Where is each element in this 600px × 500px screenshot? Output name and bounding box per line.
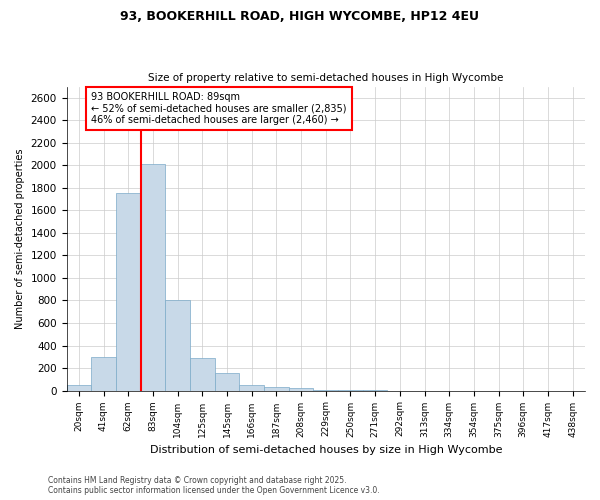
Bar	[190, 358, 215, 390]
Text: Contains HM Land Registry data © Crown copyright and database right 2025.
Contai: Contains HM Land Registry data © Crown c…	[48, 476, 380, 495]
Y-axis label: Number of semi-detached properties: Number of semi-detached properties	[15, 148, 25, 329]
Bar	[165, 300, 190, 390]
Bar	[264, 386, 289, 390]
Bar	[215, 373, 239, 390]
Bar	[116, 193, 140, 390]
Bar	[91, 357, 116, 390]
Bar	[140, 164, 165, 390]
Bar	[289, 388, 313, 390]
X-axis label: Distribution of semi-detached houses by size in High Wycombe: Distribution of semi-detached houses by …	[149, 445, 502, 455]
Bar	[239, 385, 264, 390]
Text: 93, BOOKERHILL ROAD, HIGH WYCOMBE, HP12 4EU: 93, BOOKERHILL ROAD, HIGH WYCOMBE, HP12 …	[121, 10, 479, 23]
Bar	[67, 384, 91, 390]
Text: 93 BOOKERHILL ROAD: 89sqm
← 52% of semi-detached houses are smaller (2,835)
46% : 93 BOOKERHILL ROAD: 89sqm ← 52% of semi-…	[91, 92, 347, 126]
Title: Size of property relative to semi-detached houses in High Wycombe: Size of property relative to semi-detach…	[148, 73, 503, 83]
